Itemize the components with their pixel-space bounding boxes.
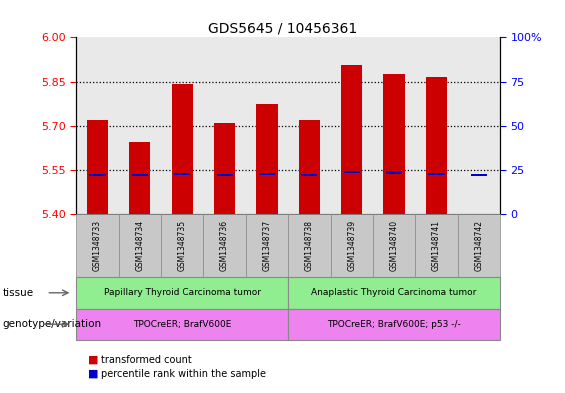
Bar [119, 37, 161, 214]
Bar [341, 65, 362, 214]
Bar [373, 37, 415, 214]
Text: GSM1348742: GSM1348742 [475, 220, 483, 271]
Bar [259, 173, 275, 175]
Bar [257, 104, 277, 214]
Text: TPOCreER; BrafV600E; p53 -/-: TPOCreER; BrafV600E; p53 -/- [327, 320, 461, 329]
Bar [216, 173, 233, 176]
Bar [386, 171, 402, 173]
Text: GSM1348735: GSM1348735 [178, 220, 186, 271]
Bar [89, 173, 106, 176]
Text: genotype/variation: genotype/variation [3, 319, 102, 329]
Bar [458, 37, 500, 214]
Text: GSM1348740: GSM1348740 [390, 220, 398, 271]
Bar [288, 37, 331, 214]
Text: ■: ■ [88, 369, 98, 379]
Bar [129, 142, 150, 214]
Text: transformed count: transformed count [101, 354, 192, 365]
Bar [132, 173, 148, 176]
Bar [344, 171, 360, 173]
Text: TPOCreER; BrafV600E: TPOCreER; BrafV600E [133, 320, 232, 329]
Bar [214, 123, 235, 214]
Bar [331, 37, 373, 214]
Bar [301, 173, 318, 176]
Bar [426, 77, 447, 214]
Bar [415, 37, 458, 214]
Bar [203, 37, 246, 214]
Bar [299, 120, 320, 214]
Bar [384, 74, 405, 214]
Bar [76, 37, 119, 214]
Text: GSM1348733: GSM1348733 [93, 220, 102, 271]
Text: GSM1348739: GSM1348739 [347, 220, 356, 271]
Text: Papillary Thyroid Carcinoma tumor: Papillary Thyroid Carcinoma tumor [104, 288, 260, 297]
Text: GDS5645 / 10456361: GDS5645 / 10456361 [208, 22, 357, 36]
Bar [161, 37, 203, 214]
Text: GSM1348738: GSM1348738 [305, 220, 314, 271]
Bar [87, 120, 108, 214]
Text: GSM1348736: GSM1348736 [220, 220, 229, 271]
Bar [174, 173, 190, 175]
Text: percentile rank within the sample: percentile rank within the sample [101, 369, 266, 379]
Text: GSM1348734: GSM1348734 [136, 220, 144, 271]
Bar [172, 84, 193, 214]
Bar [428, 173, 445, 175]
Text: Anaplastic Thyroid Carcinoma tumor: Anaplastic Thyroid Carcinoma tumor [311, 288, 477, 297]
Text: ■: ■ [88, 354, 98, 365]
Text: tissue: tissue [3, 288, 34, 298]
Text: GSM1348741: GSM1348741 [432, 220, 441, 271]
Bar [246, 37, 288, 214]
Bar [471, 173, 487, 176]
Text: GSM1348737: GSM1348737 [263, 220, 271, 271]
